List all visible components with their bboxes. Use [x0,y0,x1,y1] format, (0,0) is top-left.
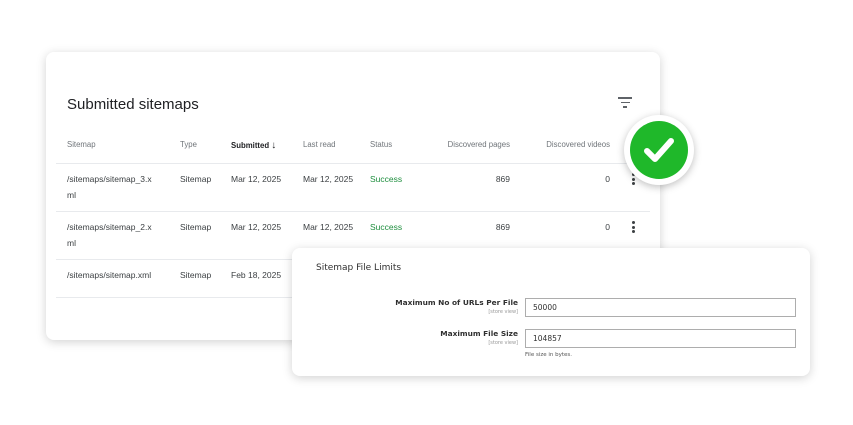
max-urls-label: Maximum No of URLs Per File [395,298,518,307]
max-urls-input[interactable]: 50000 [525,298,796,317]
col-submitted[interactable]: Submitted ↓ [231,140,276,151]
sitemap-file-limits-card: Sitemap File Limits Maximum No of URLs P… [292,248,810,376]
discovered-pages: 869 [495,222,510,232]
checkmark-icon [630,121,688,179]
divider [56,163,650,164]
sitemap-path[interactable]: /sitemaps/sitemap.xml [67,270,152,280]
type: Sitemap [180,174,212,184]
submitted: Mar 12, 2025 [231,174,282,184]
discovered-videos: 0 [605,174,610,184]
col-last-read[interactable]: Last read [303,140,336,149]
success-badge [624,115,694,185]
filter-icon[interactable] [618,97,632,109]
submitted: Feb 18, 2025 [231,270,282,280]
last-read: Mar 12, 2025 [303,174,354,184]
status: Success [370,174,403,184]
more-options-icon[interactable] [631,173,635,185]
submitted: Mar 12, 2025 [231,222,282,232]
col-discovered-pages[interactable]: Discovered pages [447,140,510,149]
col-status[interactable]: Status [370,140,393,149]
sitemap-path-wrap: ml [67,238,76,248]
card-title: Submitted sitemaps [67,96,199,113]
type: Sitemap [180,222,212,232]
more-options-icon[interactable] [631,221,635,233]
col-discovered-videos[interactable]: Discovered videos [546,140,610,149]
sitemap-path-wrap: ml [67,190,76,200]
discovered-pages: 869 [495,174,510,184]
max-file-size-scope: [store view] [488,340,518,346]
max-file-size-input[interactable]: 104857 [525,329,796,348]
discovered-videos: 0 [605,222,610,232]
sitemap-path[interactable]: /sitemaps/sitemap_2.x [67,222,152,232]
status: Success [370,222,403,232]
col-type[interactable]: Type [180,140,197,149]
divider [56,211,650,212]
arrow-down-icon: ↓ [271,140,277,151]
type: Sitemap [180,270,212,280]
col-sitemap[interactable]: Sitemap [67,140,96,149]
max-file-size-label: Maximum File Size [440,329,518,338]
col-submitted-label: Submitted [231,141,270,150]
file-size-note: File size in bytes. [525,352,573,358]
max-urls-scope: [store view] [488,309,518,315]
sitemap-path[interactable]: /sitemaps/sitemap_3.x [67,174,152,184]
section-title: Sitemap File Limits [316,263,402,273]
last-read: Mar 12, 2025 [303,222,354,232]
